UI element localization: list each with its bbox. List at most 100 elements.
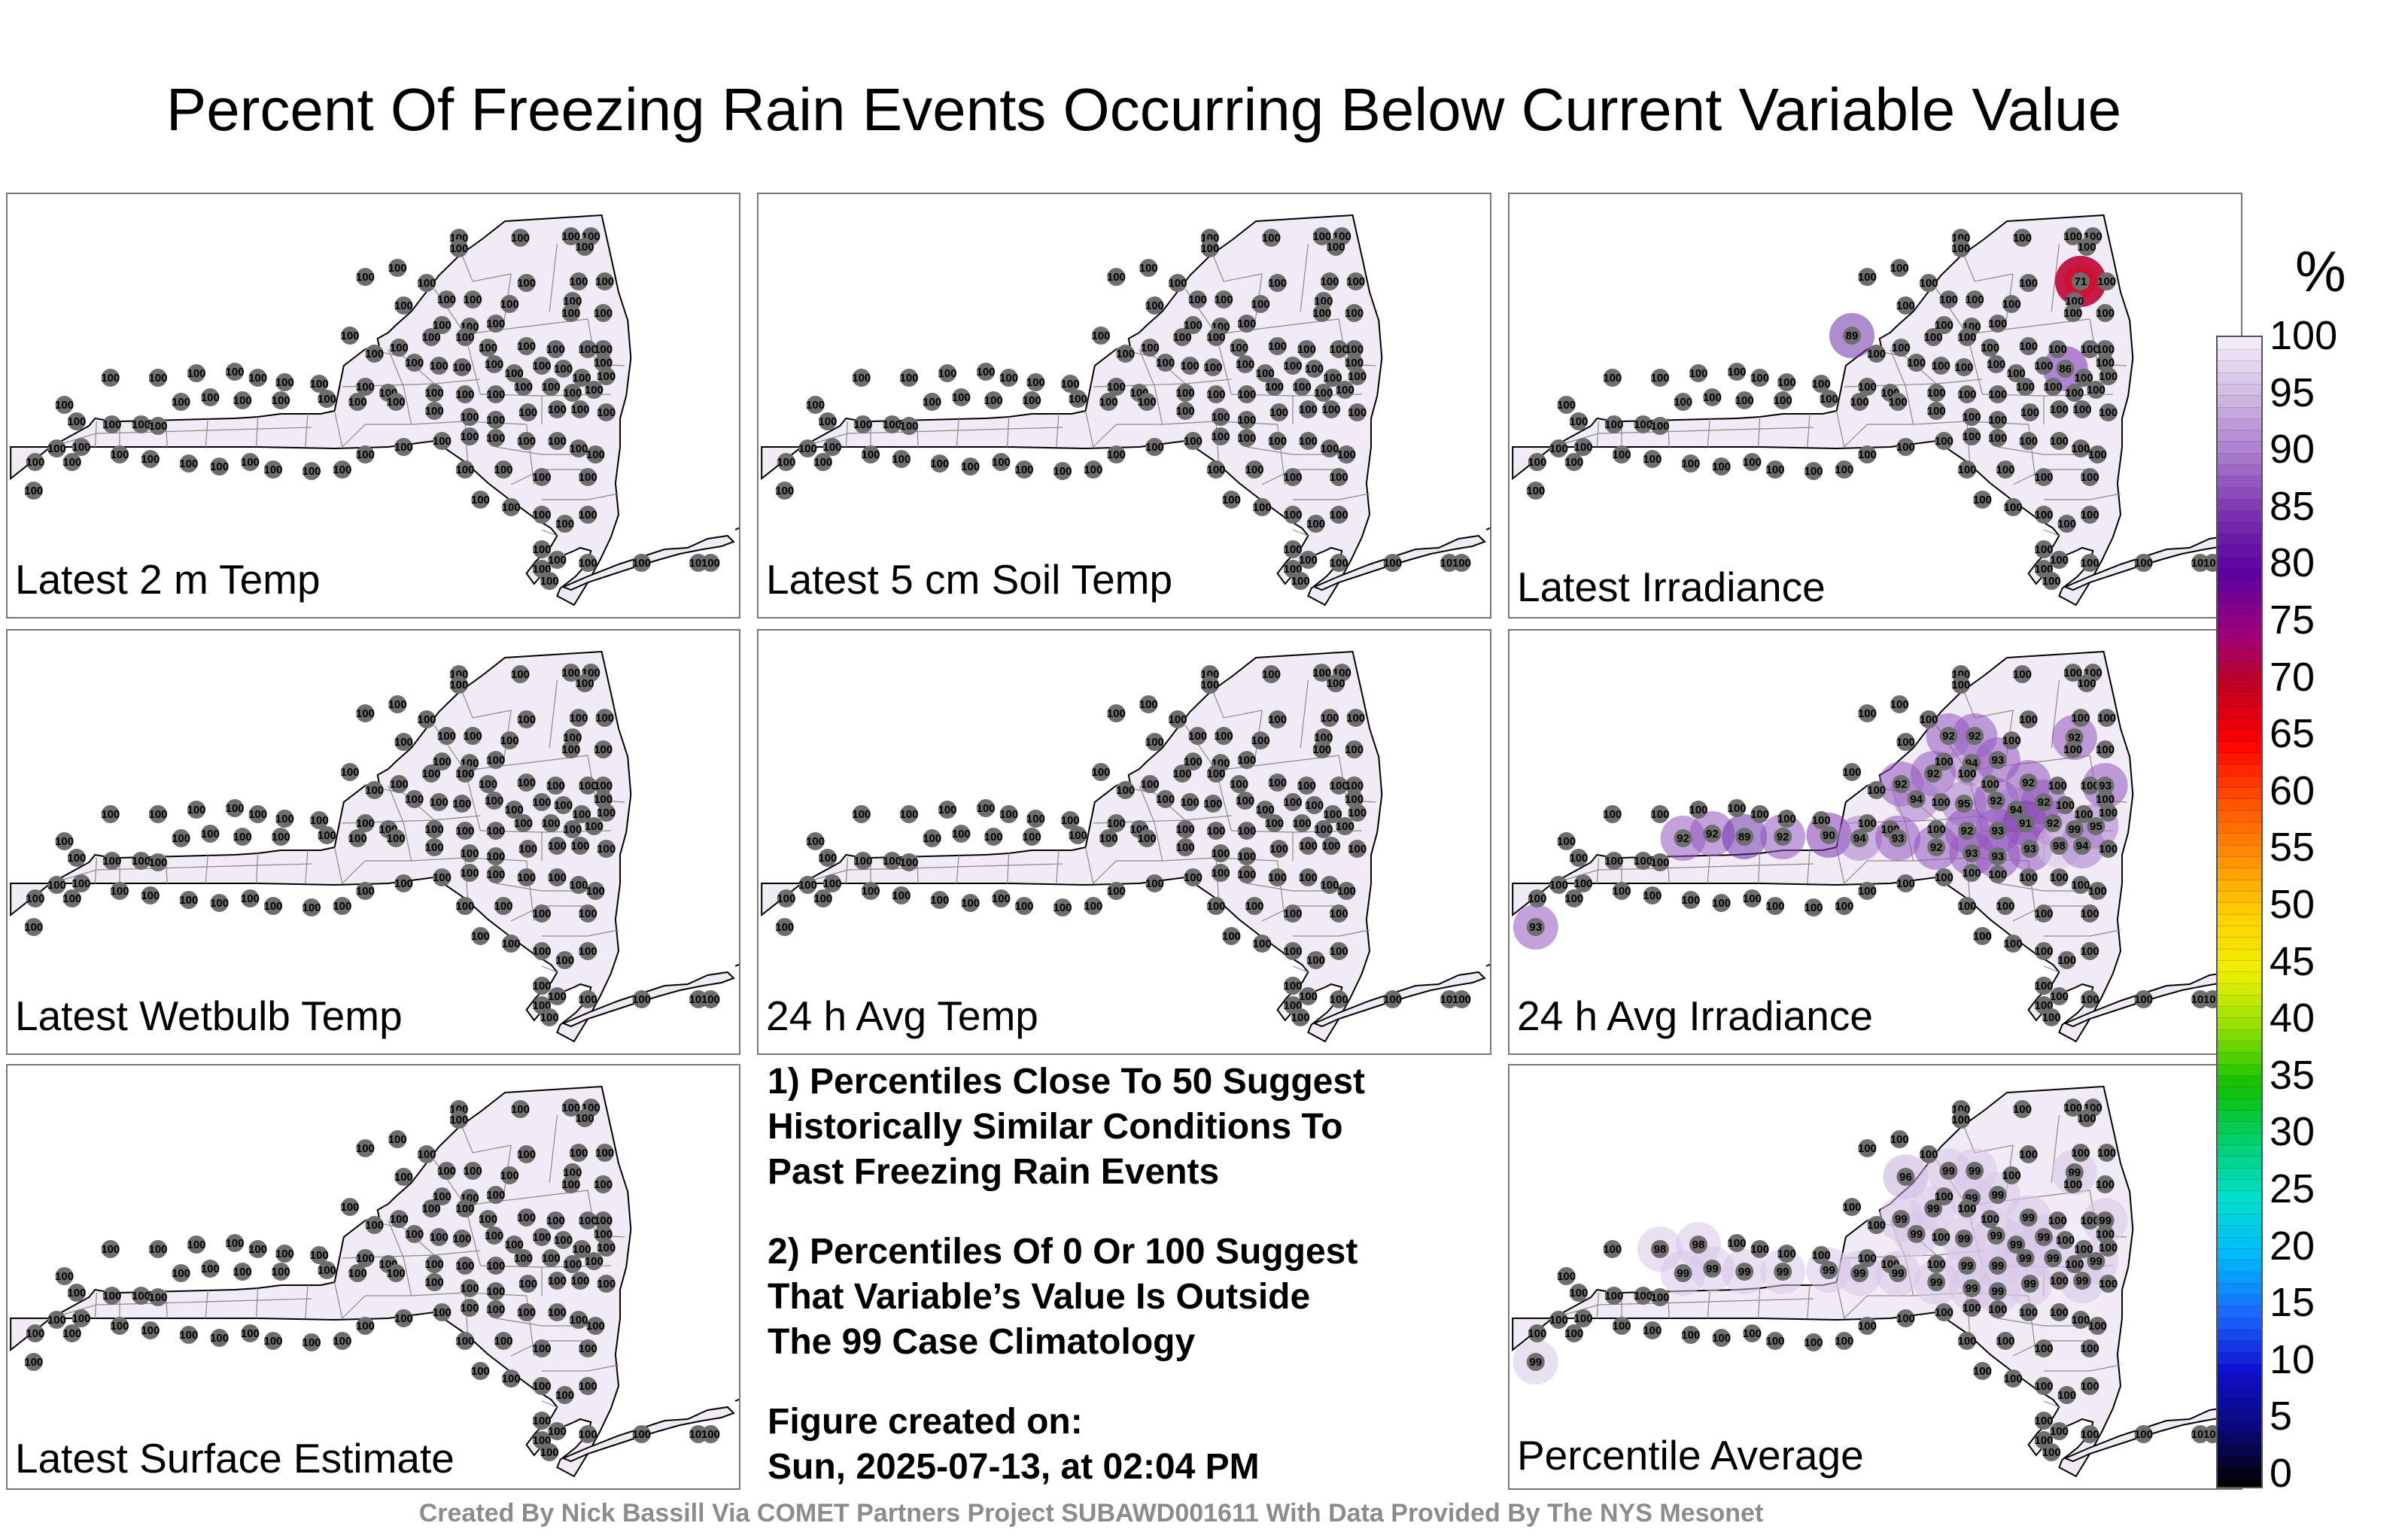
map-panel-percentile-average: 100 100 100 100 100 100 100 100 100 100 100 100 96 99… <box>1508 1064 2242 1490</box>
station-value: 100 <box>356 271 375 284</box>
station-value: 100 <box>2134 557 2153 570</box>
station-marker: 100 <box>1176 402 1195 420</box>
station-value: 100 <box>1330 471 1348 484</box>
station-marker: 100 <box>390 775 409 793</box>
station-marker: 100 <box>1330 340 1348 358</box>
station-value: 100 <box>2034 471 2053 484</box>
state-outline <box>10 650 632 1043</box>
station-value: 100 <box>2097 1147 2116 1160</box>
colorbar-band <box>2218 740 2261 754</box>
station-marker: 100 <box>1141 339 1160 357</box>
station-value: 100 <box>2075 1243 2093 1256</box>
station-value: 100 <box>1842 766 1861 779</box>
station-value: 100 <box>1957 464 1976 476</box>
station-marker: 100 <box>561 227 580 245</box>
station-marker: 100 <box>1116 345 1135 363</box>
station-marker: 100 <box>172 393 190 411</box>
station-value: 100 <box>632 993 651 1006</box>
colorbar-band <box>2218 1178 2261 1192</box>
station-value: 100 <box>2048 1214 2067 1227</box>
station-marker: 100 <box>569 1144 588 1162</box>
station-value: 100 <box>517 1211 536 1224</box>
station-marker: 100 <box>1348 804 1367 822</box>
station-value: 100 <box>1858 381 1877 394</box>
station-marker: 100 <box>1215 290 1233 309</box>
station-value: 100 <box>517 1148 536 1161</box>
colorbar-band <box>2218 1236 2261 1249</box>
station-value: 100 <box>548 1275 567 1287</box>
station-value: 100 <box>1251 298 1270 311</box>
station-marker: 100 <box>518 403 537 421</box>
station-value: 100 <box>579 993 597 1006</box>
station-marker: 100 <box>1932 357 1950 375</box>
station-marker: 100 <box>594 790 613 808</box>
station-value: 100 <box>1268 340 1287 353</box>
station-marker: 100 <box>2097 1144 2116 1162</box>
station-value: 100 <box>554 799 573 812</box>
station-marker: 100 <box>405 1225 424 1243</box>
station-marker: 100 <box>579 468 597 486</box>
station-value: 100 <box>1320 442 1339 455</box>
station-marker: 100 <box>701 990 720 1008</box>
station-marker: 100 <box>579 1425 597 1443</box>
colorbar-tick-label: 30 <box>2270 1109 2315 1155</box>
colorbar-band <box>2218 1132 2261 1145</box>
station-marker: 100 <box>1573 438 1593 456</box>
station-marker: 99 <box>2096 1211 2115 1230</box>
station-marker: 100 <box>2042 1008 2061 1026</box>
station-value: 99 <box>1706 1263 1719 1275</box>
station-value: 100 <box>563 1166 582 1179</box>
station-value: 100 <box>579 1428 597 1441</box>
station-value: 100 <box>532 1415 551 1427</box>
station-value: 100 <box>514 1252 533 1265</box>
station-marker: 100 <box>1963 864 1981 882</box>
station-marker: 100 <box>2048 340 2067 358</box>
station-value: 100 <box>433 755 451 768</box>
station-value: 100 <box>1107 817 1126 830</box>
station-value: 100 <box>1777 1248 1796 1260</box>
station-value: 100 <box>1181 360 1199 372</box>
station-value: 100 <box>1215 730 1233 743</box>
station-marker: 100 <box>1299 432 1318 450</box>
colorbar-band <box>2218 821 2261 834</box>
station-marker: 100 <box>318 1261 336 1279</box>
station-marker: 100 <box>1265 814 1284 832</box>
station-marker: 100 <box>263 1332 283 1350</box>
station-value: 100 <box>210 460 229 473</box>
colorbar-tick-label: 60 <box>2270 768 2315 813</box>
colorbar-band <box>2218 348 2261 362</box>
station-value: 100 <box>561 1102 580 1114</box>
station-marker: 100 <box>1139 695 1158 713</box>
station-marker: 99 <box>1907 1225 1926 1243</box>
station-value: 99 <box>2038 1231 2051 1244</box>
station-marker: 100 <box>1927 402 1946 420</box>
station-marker: 100 <box>148 805 168 823</box>
station-value: 100 <box>555 954 574 967</box>
colorbar-tick-label: 45 <box>2270 938 2315 984</box>
station-value: 100 <box>356 381 375 394</box>
station-marker: 100 <box>1650 805 1670 823</box>
colorbar-band <box>2218 947 2261 961</box>
colorbar-band <box>2218 844 2261 857</box>
panel-label: Latest Irradiance <box>1517 564 1826 610</box>
station-marker: 100 <box>517 274 536 292</box>
station-value: 100 <box>1867 348 1886 360</box>
station-marker: 100 <box>1867 1216 1886 1234</box>
station-marker: 100 <box>2096 1225 2115 1243</box>
station-marker: 100 <box>1348 367 1367 385</box>
station-marker: 99 <box>2065 820 2084 838</box>
station-value: 100 <box>1528 1327 1546 1340</box>
station-value: 100 <box>2071 879 2090 892</box>
station-marker: 100 <box>1023 828 1041 846</box>
station-value: 100 <box>852 372 871 385</box>
station-value: 100 <box>561 230 580 243</box>
station-marker: 99 <box>1735 1263 1754 1281</box>
explanation-notes: 1) Percentiles Close To 50 Suggest Histo… <box>768 1059 1490 1524</box>
station-marker: 100 <box>1145 296 1164 315</box>
station-value: 100 <box>1345 780 1364 792</box>
colorbar-band <box>2218 394 2261 408</box>
station-marker: 100 <box>1206 897 1226 915</box>
station-value: 100 <box>511 232 530 245</box>
station-value: 100 <box>248 372 267 385</box>
